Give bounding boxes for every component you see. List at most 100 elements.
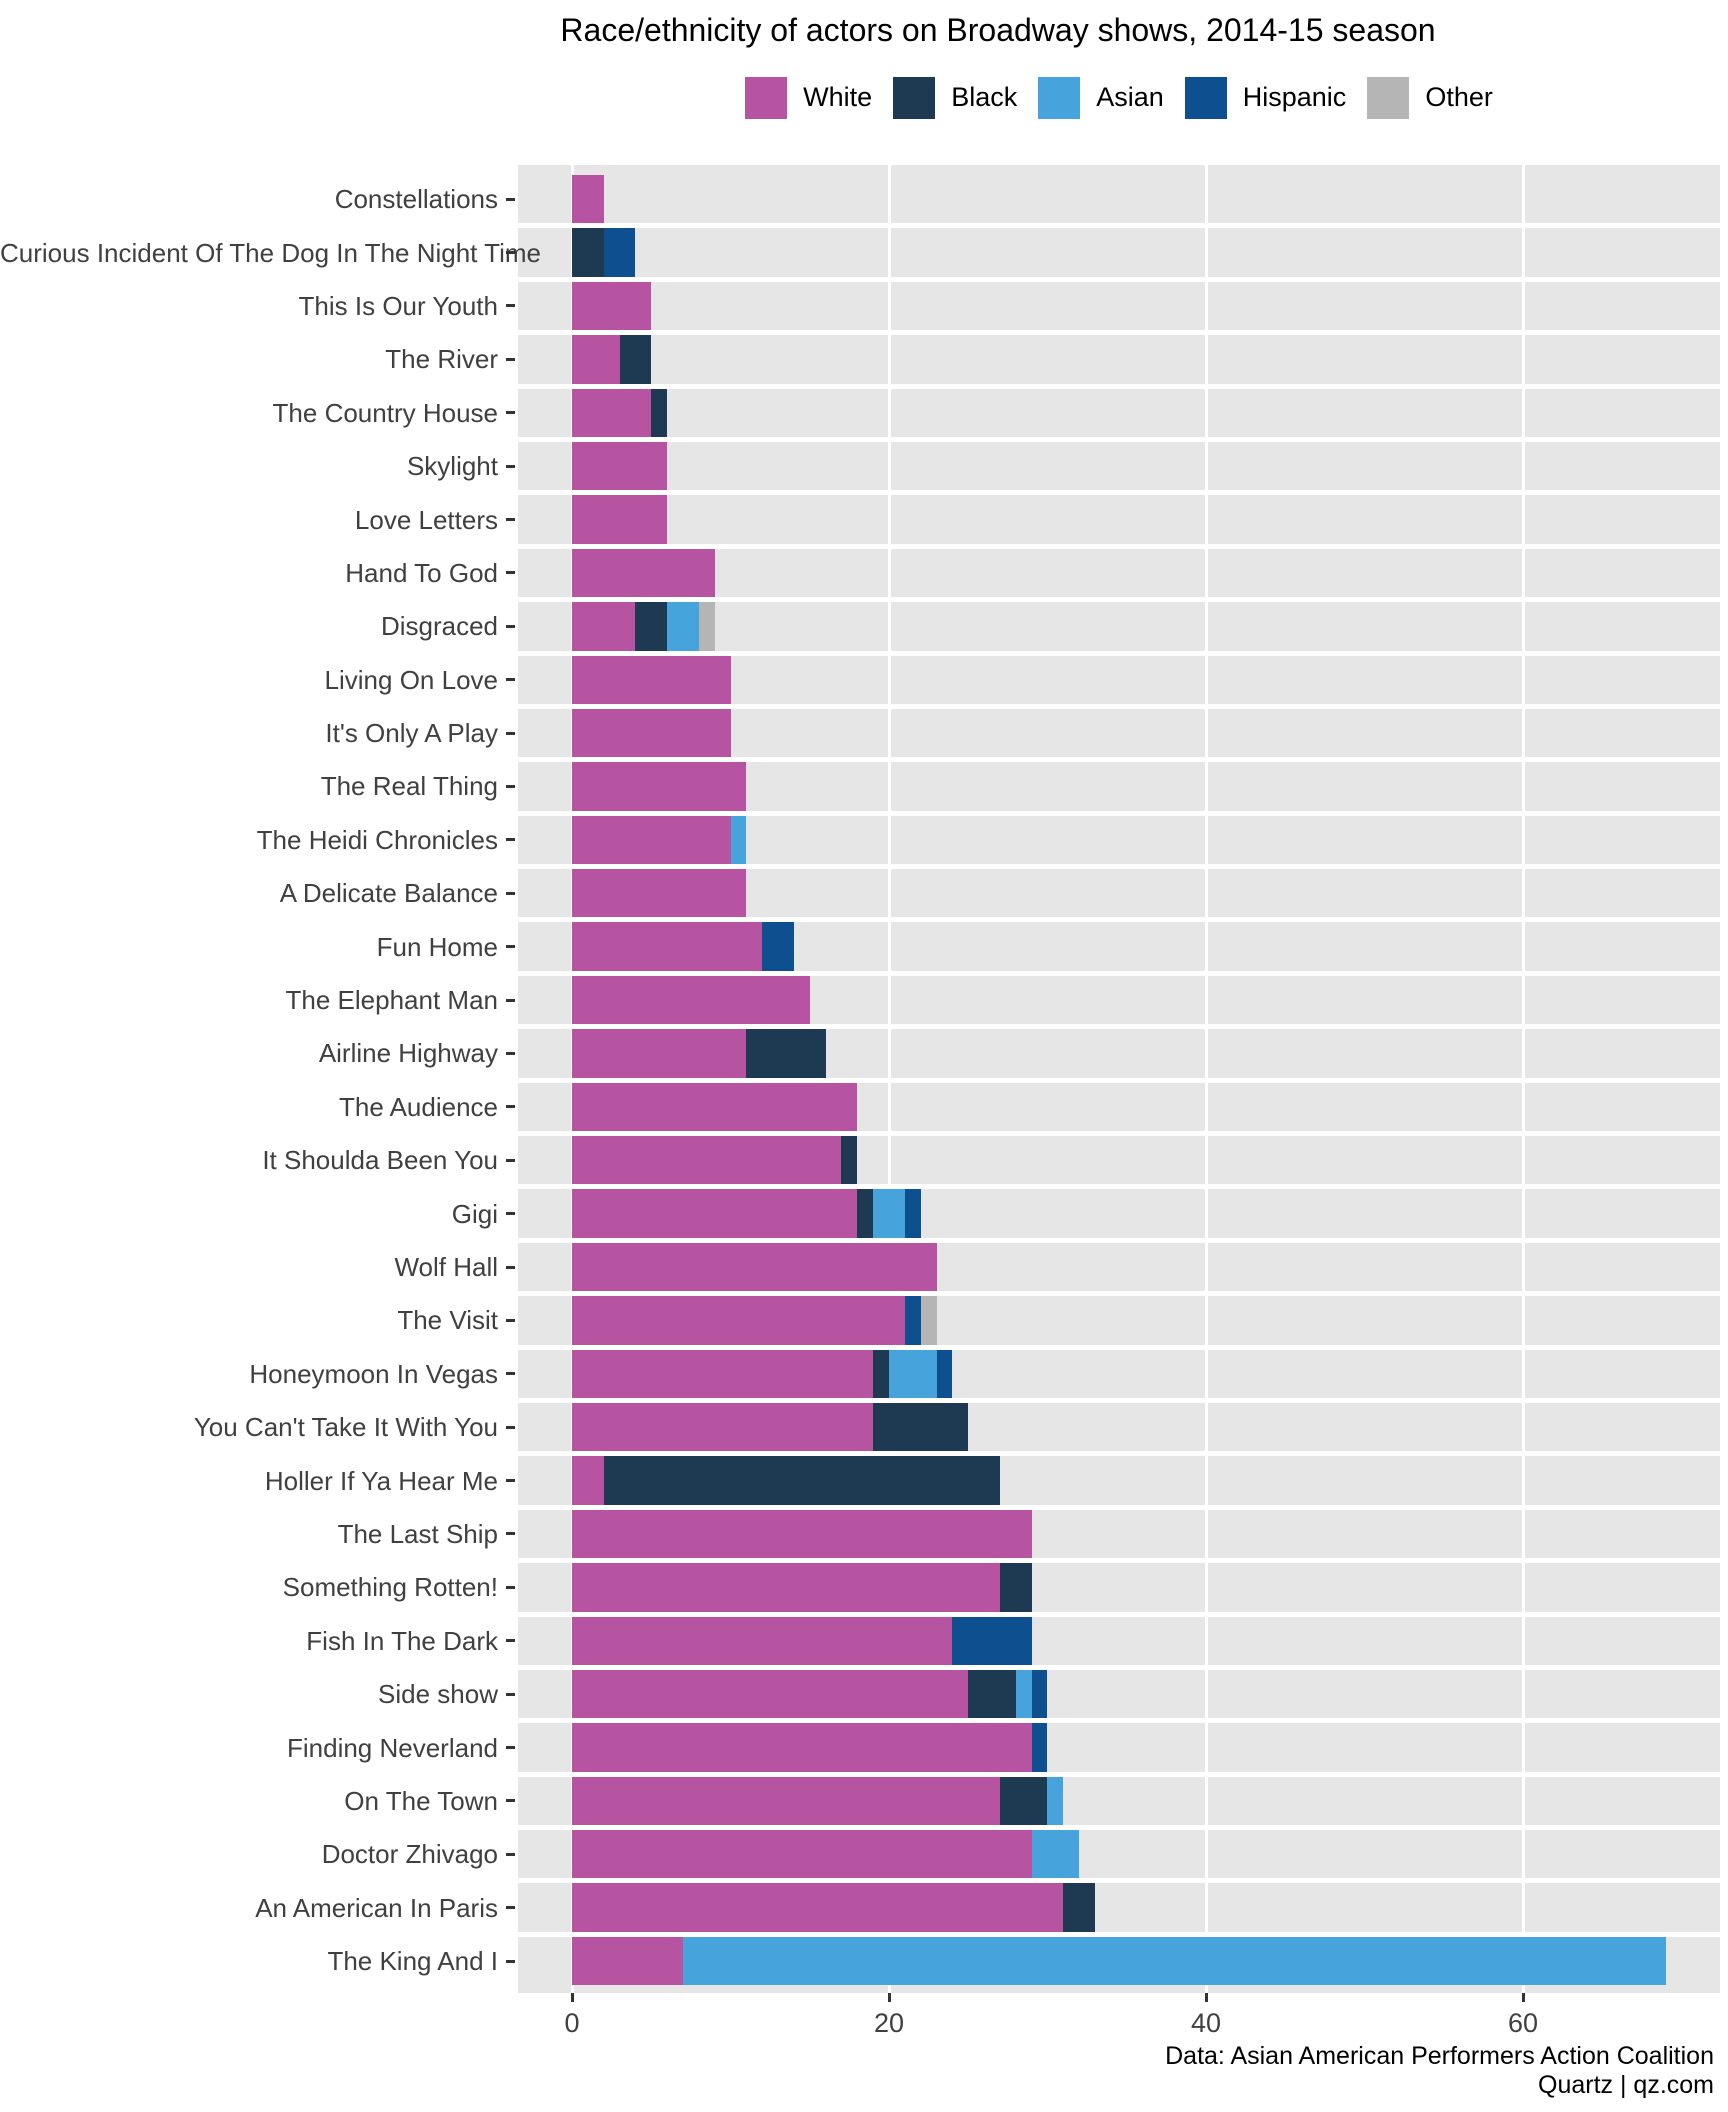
legend-swatch-white (745, 76, 788, 119)
y-axis-tick (506, 1799, 515, 1803)
source-line: Data: Asian American Performers Action C… (1165, 2042, 1714, 2070)
bar-segment-asian (730, 815, 747, 865)
vertical-gridline (570, 165, 574, 1993)
bar-segment-white (572, 1296, 905, 1345)
plot-panel (518, 165, 1720, 1993)
y-axis-tick (506, 1479, 515, 1483)
legend-item-asian: Asian (1038, 76, 1164, 119)
row-separator-gridline (518, 1931, 1720, 1937)
row-separator-gridline (518, 543, 1720, 549)
y-axis-tick (506, 731, 515, 735)
bar-segment-black (873, 1349, 889, 1398)
y-axis-tick (506, 1692, 515, 1696)
bar-segment-hispanic (1031, 1723, 1048, 1772)
y-axis-tick (506, 1425, 515, 1429)
bar-segment-asian (1031, 1830, 1080, 1879)
bar-segment-white (572, 1349, 874, 1398)
bar-segment-white (572, 975, 810, 1025)
y-axis-tick (506, 1906, 515, 1910)
legend-label: White (803, 82, 873, 112)
bar-segment-other (920, 1296, 937, 1345)
vertical-gridline (887, 165, 891, 1993)
bar-row (572, 1723, 1048, 1772)
row-separator-gridline (518, 1184, 1720, 1190)
x-axis-label: 20 (873, 2008, 905, 2038)
bar-segment-white (572, 1509, 1032, 1559)
row-separator-gridline (518, 864, 1720, 870)
y-axis-label: The Country House (272, 397, 498, 428)
y-axis-tick (506, 784, 515, 788)
row-separator-gridline (518, 1024, 1720, 1030)
y-axis-label: This Is Our Youth (298, 290, 498, 321)
y-axis-label: It's Only A Play (325, 718, 498, 749)
y-axis-tick (506, 1158, 515, 1162)
y-axis-tick (506, 678, 515, 682)
y-axis-label: The River (385, 344, 498, 375)
x-axis-label: 40 (1190, 2008, 1222, 2038)
row-separator-gridline (518, 1077, 1720, 1083)
bar-segment-asian (1015, 1669, 1032, 1719)
row-separator-gridline (518, 1397, 1720, 1403)
y-axis-tick (506, 571, 515, 575)
legend-swatch-other (1367, 76, 1410, 119)
bar-segment-white (572, 175, 604, 224)
legend-label: Other (1425, 82, 1493, 112)
row-separator-gridline (518, 436, 1720, 442)
bar-segment-other (698, 602, 715, 651)
bar-row (572, 975, 810, 1025)
bar-segment-asian (1047, 1776, 1064, 1826)
y-axis-label: Constellations (334, 184, 498, 215)
y-axis-label: An American In Paris (255, 1892, 498, 1923)
bar-segment-asian (888, 1349, 937, 1398)
y-axis-tick (506, 197, 515, 201)
y-axis-tick (506, 464, 515, 468)
bar-segment-white (572, 1936, 683, 1986)
y-axis-label: A Delicate Balance (279, 878, 498, 909)
x-axis-tick (1521, 1993, 1525, 2002)
vertical-gridline (1204, 165, 1208, 1993)
bar-segment-black (651, 388, 668, 437)
legend-label: Asian (1096, 82, 1164, 112)
row-separator-gridline (518, 1237, 1720, 1243)
y-axis-label: Side show (378, 1679, 498, 1710)
y-axis-label: Skylight (406, 451, 498, 482)
y-axis-label: On The Town (344, 1785, 498, 1816)
y-axis-tick (506, 624, 515, 628)
row-separator-gridline (518, 330, 1720, 336)
y-axis-tick (506, 1746, 515, 1749)
x-axis-tick (1204, 1993, 1208, 2002)
x-axis-tick (887, 1993, 891, 2002)
bar-row (572, 175, 604, 224)
y-axis-label: Love Letters (354, 504, 498, 535)
legend-item-black: Black (893, 76, 1017, 119)
legend-swatch-asian (1038, 76, 1081, 119)
bar-row (572, 281, 652, 331)
row-separator-gridline (518, 970, 1720, 976)
y-axis-label: Finding Neverland (286, 1732, 498, 1763)
bar-row (572, 1883, 1096, 1932)
bar-row (572, 1189, 921, 1238)
bar-segment-black (999, 1563, 1032, 1612)
bar-segment-white (572, 1669, 969, 1719)
y-axis-label: The Audience (338, 1091, 498, 1122)
row-separator-gridline (518, 490, 1720, 496)
bar-segment-white (572, 388, 652, 437)
x-axis-label: 60 (1507, 2008, 1539, 2038)
y-axis-label: The Heidi Chronicles (256, 824, 498, 855)
bar-segment-asian (873, 1189, 905, 1238)
y-axis-tick (506, 1051, 515, 1055)
row-separator-gridline (518, 917, 1720, 923)
y-axis-label: Doctor Zhivago (321, 1839, 498, 1870)
legend: White Black Asian Hispanic Other (518, 76, 1720, 119)
x-axis-tick (570, 1993, 574, 2002)
bar-segment-black (968, 1669, 1016, 1719)
y-axis-tick (506, 411, 515, 415)
bar-row (572, 815, 747, 865)
bar-row (572, 1509, 1032, 1559)
bar-row (572, 1402, 969, 1452)
y-axis-tick (506, 1585, 515, 1589)
y-axis-label: Living On Love (324, 664, 498, 695)
bar-row (572, 1830, 1080, 1879)
bar-row (572, 388, 668, 437)
bar-row (572, 1776, 1064, 1826)
